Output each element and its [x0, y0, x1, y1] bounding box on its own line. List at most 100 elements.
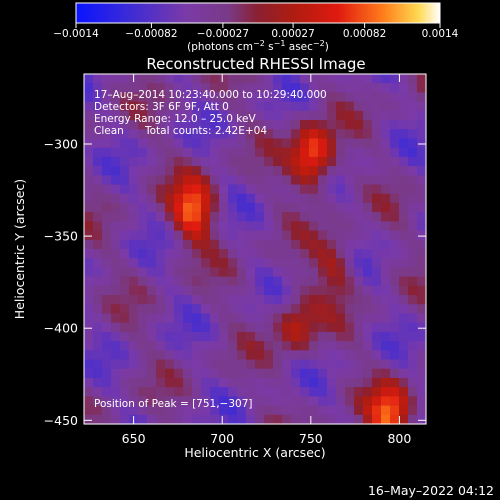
heatmap-cell	[372, 175, 382, 186]
heatmap-cell	[102, 92, 112, 103]
heatmap-cell	[417, 101, 427, 112]
heatmap-cell	[399, 129, 409, 140]
heatmap-cell	[255, 74, 265, 84]
heatmap-cell	[408, 166, 418, 176]
heatmap-cell	[282, 405, 292, 416]
heatmap-cell	[183, 138, 193, 149]
heatmap-cell	[417, 193, 427, 204]
heatmap-cell	[300, 285, 310, 296]
heatmap-cell	[309, 147, 319, 158]
heatmap-cell	[327, 166, 337, 176]
heatmap-cell	[345, 258, 355, 269]
heatmap-cell	[381, 101, 391, 112]
heatmap-cell	[111, 295, 121, 305]
heatmap-cell	[129, 184, 139, 195]
heatmap-cell	[165, 341, 175, 351]
heatmap-cell	[309, 359, 319, 370]
heatmap-cell	[318, 147, 328, 158]
heatmap-cell	[264, 129, 274, 140]
heatmap-cell	[291, 249, 301, 259]
heatmap-cell	[156, 304, 166, 315]
heatmap-cell	[399, 350, 409, 361]
annotation-energy: Energy Range: 12.0 – 25.0 keV	[94, 113, 256, 125]
heatmap-cell	[138, 120, 148, 130]
heatmap-cell	[354, 239, 364, 250]
heatmap-cell	[156, 120, 166, 130]
heatmap-cell	[318, 212, 328, 222]
heatmap-cell	[111, 166, 121, 176]
heatmap-cell	[336, 74, 346, 84]
heatmap-cell	[372, 202, 382, 213]
heatmap-cell	[390, 193, 400, 204]
heatmap-cell	[327, 331, 337, 342]
heatmap-cell	[309, 295, 319, 305]
heatmap-cell	[255, 405, 265, 416]
heatmap-cell	[264, 175, 274, 186]
heatmap-cell	[210, 147, 220, 158]
heatmap-cell	[255, 350, 265, 361]
heatmap-cell	[417, 166, 427, 176]
heatmap-cell	[111, 239, 121, 250]
heatmap-cell	[417, 285, 427, 296]
heatmap-cell	[408, 239, 418, 250]
heatmap-cell	[219, 239, 229, 250]
heatmap-cell	[192, 221, 202, 232]
heatmap-cell	[291, 295, 301, 305]
heatmap-cell	[210, 368, 220, 379]
heatmap-cell	[381, 341, 391, 351]
heatmap-cell	[381, 83, 391, 94]
heatmap-cell	[120, 92, 130, 103]
heatmap-cell	[219, 285, 229, 296]
heatmap-cell	[228, 396, 238, 407]
heatmap-cell	[93, 387, 103, 397]
heatmap-cell	[93, 92, 103, 103]
heatmap-cell	[390, 129, 400, 140]
heatmap-cell	[210, 175, 220, 186]
heatmap-cell	[165, 359, 175, 370]
heatmap-cell	[408, 175, 418, 186]
heatmap-cell	[156, 350, 166, 361]
heatmap-cell	[255, 83, 265, 94]
heatmap-cell	[273, 350, 283, 361]
heatmap-cell	[408, 92, 418, 103]
heatmap-cell	[156, 387, 166, 397]
heatmap-cell	[381, 313, 391, 324]
heatmap-cell	[210, 110, 220, 121]
heatmap-cell	[219, 212, 229, 222]
heatmap-cell	[381, 285, 391, 296]
heatmap-cell	[138, 350, 148, 361]
heatmap-cell	[354, 396, 364, 407]
heatmap-cell	[219, 331, 229, 342]
heatmap-cell	[327, 414, 337, 425]
heatmap-cell	[192, 230, 202, 241]
heatmap-cell	[93, 304, 103, 315]
heatmap-cell	[318, 249, 328, 259]
heatmap-cell	[336, 304, 346, 315]
heatmap-cell	[165, 156, 175, 167]
heatmap-cell	[237, 184, 247, 195]
heatmap-cell	[111, 331, 121, 342]
heatmap-cell	[327, 359, 337, 370]
heatmap-cell	[165, 83, 175, 94]
heatmap-cell	[246, 202, 256, 213]
heatmap-cell	[129, 322, 139, 333]
heatmap-cell	[390, 175, 400, 186]
heatmap-cell	[111, 193, 121, 204]
heatmap-cell	[372, 129, 382, 140]
heatmap-cell	[246, 138, 256, 149]
heatmap-cell	[129, 147, 139, 158]
heatmap-cell	[93, 129, 103, 140]
heatmap-cell	[327, 120, 337, 130]
heatmap-cell	[219, 405, 229, 416]
x-tick-label: 650	[122, 431, 146, 446]
heatmap-cell	[399, 377, 409, 388]
heatmap-cell	[147, 239, 157, 250]
heatmap-cell	[282, 377, 292, 388]
heatmap-cell	[291, 405, 301, 416]
heatmap-cell	[210, 193, 220, 204]
heatmap-cell	[138, 304, 148, 315]
heatmap-cell	[120, 249, 130, 259]
heatmap-cell	[255, 129, 265, 140]
heatmap-cell	[282, 175, 292, 186]
heatmap-cell	[210, 359, 220, 370]
